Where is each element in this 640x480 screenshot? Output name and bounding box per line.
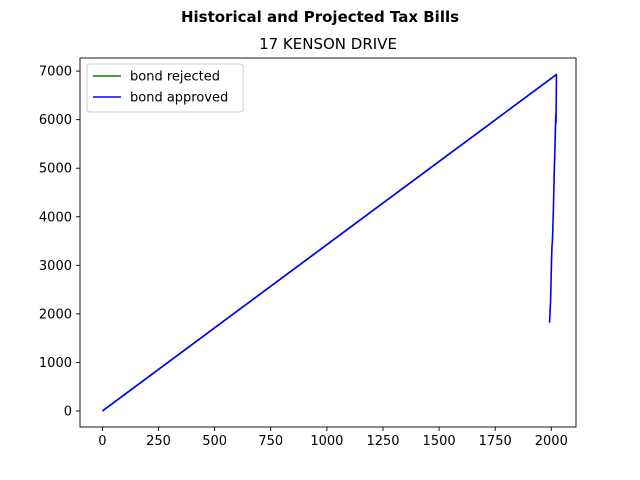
axes: 0 250 500 750 1000 1250 1500 1750 2000 0 1000 2000 3… bbox=[39, 57, 577, 449]
legend-label-1: bond approved bbox=[130, 91, 228, 106]
legend-box bbox=[86, 63, 244, 113]
series-line-1 bbox=[101, 73, 558, 412]
y-tick-label: 4000 bbox=[39, 210, 72, 225]
x-tick-label: 2000 bbox=[535, 434, 568, 449]
y-tick-label: 0 bbox=[64, 404, 72, 419]
y-tick-label: 5000 bbox=[39, 162, 72, 177]
plot-frame bbox=[79, 57, 577, 428]
x-tick-label: 250 bbox=[146, 434, 171, 449]
x-tick-label: 1750 bbox=[479, 434, 512, 449]
legend-label-0: bond rejected bbox=[130, 70, 220, 85]
plot-area bbox=[101, 73, 558, 412]
chart-suptitle: Historical and Projected Tax Bills bbox=[181, 8, 459, 26]
y-tick-label: 3000 bbox=[39, 259, 72, 274]
x-tick-label: 750 bbox=[258, 434, 283, 449]
legend: bond rejected bond approved bbox=[86, 63, 244, 113]
y-tick-label: 2000 bbox=[39, 307, 72, 322]
x-tick-label: 1500 bbox=[423, 434, 456, 449]
chart-title: 17 KENSON DRIVE bbox=[259, 35, 397, 53]
x-tick-label: 500 bbox=[202, 434, 227, 449]
x-tick-label: 1000 bbox=[310, 434, 343, 449]
y-tick-label: 1000 bbox=[39, 356, 72, 371]
x-tick-label: 0 bbox=[98, 434, 106, 449]
x-tick-label: 1250 bbox=[366, 434, 399, 449]
y-tick-label: 6000 bbox=[39, 113, 72, 128]
y-tick-label: 7000 bbox=[39, 65, 72, 80]
